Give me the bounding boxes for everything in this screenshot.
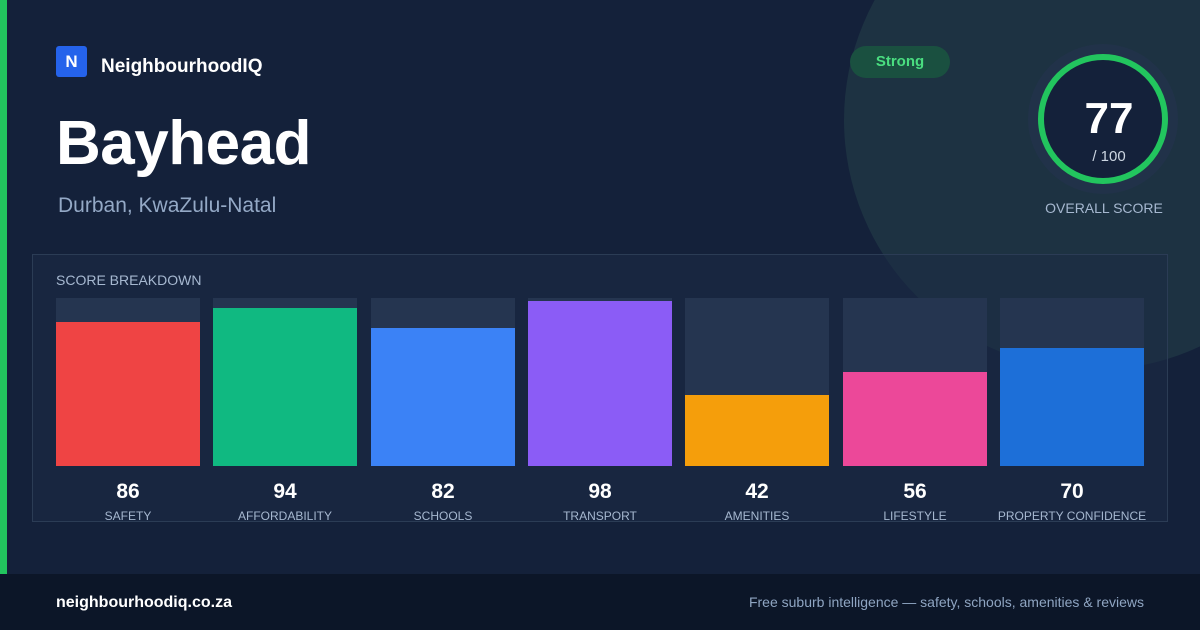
bar-fill	[371, 328, 515, 466]
overall-score-ring: 77 / 100	[1028, 44, 1178, 194]
bar-label: TRANSPORT	[563, 509, 637, 523]
footer-url: neighbourhoodiq.co.za	[56, 594, 232, 611]
bar-track	[56, 298, 200, 466]
bar-track	[371, 298, 515, 466]
breakdown-title: SCORE BREAKDOWN	[56, 272, 202, 288]
breakdown-column: 98 TRANSPORT	[528, 298, 672, 523]
breakdown-column: 94 AFFORDABILITY	[213, 298, 357, 523]
bar-label: LIFESTYLE	[883, 509, 947, 523]
bar-fill	[1000, 348, 1144, 466]
overall-score-value: 77	[1084, 94, 1134, 143]
bar-label: AMENITIES	[724, 509, 790, 523]
overall-score-label: OVERALL SCORE	[1045, 200, 1163, 216]
breakdown-column: 86 SAFETY	[56, 298, 200, 523]
brand-name: NeighbourhoodIQ	[101, 56, 263, 77]
brand-logo-icon: N	[56, 46, 87, 77]
breakdown-column: 70 PROPERTY CONFIDENCE	[998, 298, 1146, 523]
footer-tagline: Free suburb intelligence — safety, schoo…	[748, 594, 1144, 610]
bar-fill	[685, 395, 829, 466]
bar-label: AFFORDABILITY	[237, 509, 332, 523]
accent-bar	[0, 0, 7, 574]
bar-value: 94	[273, 480, 297, 503]
suburb-location: Durban, KwaZulu-Natal	[58, 194, 277, 217]
bar-track	[685, 298, 829, 466]
bar-fill	[528, 301, 672, 466]
bar-value: 56	[903, 480, 927, 503]
breakdown-column: 82 SCHOOLS	[371, 298, 515, 523]
score-ring-progress: 77 / 100	[1038, 54, 1168, 184]
bar-fill	[213, 308, 357, 466]
rating-badge: Strong	[850, 46, 950, 78]
bar-value: 42	[745, 480, 769, 503]
bar-value: 70	[1060, 480, 1084, 503]
bar-fill	[843, 372, 987, 466]
breakdown-column: 42 AMENITIES	[685, 298, 829, 523]
overall-score-max: / 100	[1092, 148, 1126, 165]
bar-label: SAFETY	[104, 509, 152, 523]
bar-value: 98	[588, 480, 612, 503]
bar-label: SCHOOLS	[413, 509, 473, 523]
bar-label: PROPERTY CONFIDENCE	[997, 509, 1147, 523]
bar-track	[213, 298, 357, 466]
bar-track	[1000, 298, 1144, 466]
footer: neighbourhoodiq.co.za Free suburb intell…	[0, 574, 1200, 630]
suburb-title: Bayhead	[56, 109, 311, 178]
bar-track	[528, 298, 672, 466]
bar-track	[843, 298, 987, 466]
bar-value: 82	[431, 480, 455, 503]
breakdown-column: 56 LIFESTYLE	[843, 298, 987, 523]
bar-fill	[56, 322, 200, 466]
bar-value: 86	[116, 480, 140, 503]
